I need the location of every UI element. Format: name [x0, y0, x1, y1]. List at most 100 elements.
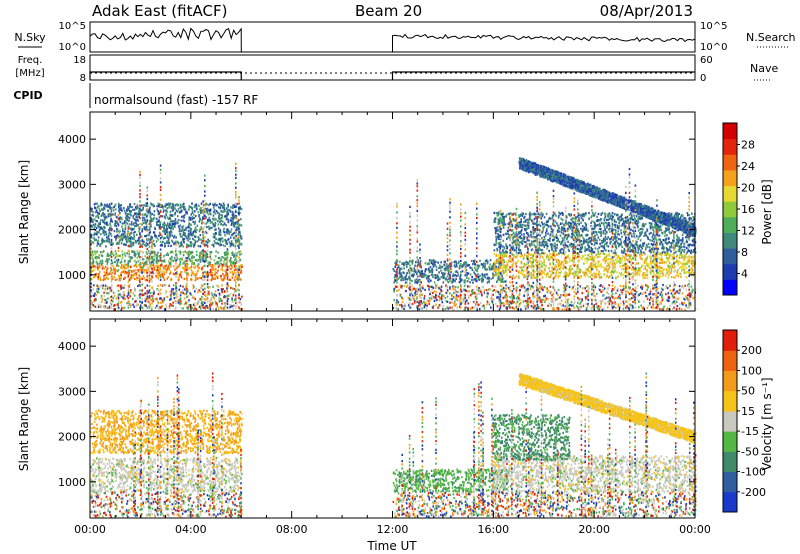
power-echo	[519, 237, 522, 240]
power-echo	[133, 254, 136, 257]
power-echo	[679, 216, 682, 219]
power-echo	[128, 252, 131, 256]
power-echo	[455, 270, 458, 273]
power-echo	[233, 268, 236, 271]
power-echo	[632, 248, 634, 251]
power-echo	[436, 274, 439, 277]
power-echo	[220, 219, 222, 222]
power-echo	[120, 258, 123, 261]
power-echo	[138, 264, 140, 267]
power-echo	[680, 244, 682, 247]
power-echo	[194, 242, 196, 245]
power-echo	[170, 213, 173, 216]
power-echo	[235, 234, 238, 237]
power-echo	[527, 226, 530, 230]
power-echo	[103, 225, 105, 229]
power-echo	[607, 212, 609, 216]
power-echo	[151, 236, 154, 239]
power-echo	[115, 252, 117, 255]
power-echo	[561, 213, 564, 217]
power-echo	[135, 215, 138, 218]
power-echo	[654, 266, 656, 269]
power-echo	[562, 264, 565, 267]
power-echo	[503, 267, 506, 270]
power-echo	[578, 269, 580, 272]
power-echo	[637, 251, 639, 254]
power-echo	[105, 268, 108, 271]
power-echo	[613, 218, 616, 222]
power-echo	[474, 266, 476, 269]
power-echo	[114, 267, 117, 270]
power-echo	[402, 271, 404, 274]
power-echo	[201, 268, 203, 271]
power-echo	[524, 253, 526, 256]
power-echo	[100, 214, 103, 217]
power-echo	[105, 277, 108, 280]
power-echo	[617, 255, 620, 258]
power-echo	[175, 209, 178, 212]
power-echo	[100, 226, 103, 230]
power-echo	[174, 220, 176, 223]
power-echo	[496, 214, 499, 217]
power-echo	[593, 276, 596, 279]
power-echo	[533, 271, 535, 274]
power-echo	[495, 242, 498, 245]
power-echo	[677, 240, 680, 244]
power-echo	[560, 243, 562, 246]
power-echo	[164, 232, 166, 235]
power-echo	[578, 235, 580, 238]
power-echo	[152, 259, 154, 262]
power-echo	[686, 262, 688, 265]
power-echo	[214, 271, 217, 274]
power-echo	[686, 240, 689, 244]
power-echo	[197, 245, 200, 248]
power-echo	[124, 224, 127, 227]
power-echo	[208, 271, 211, 275]
power-echo	[633, 231, 635, 234]
power-echo	[190, 241, 193, 244]
power-echo	[158, 212, 161, 215]
power-echo	[216, 262, 218, 265]
power-echo	[222, 278, 225, 281]
power-echo	[504, 264, 506, 267]
power-echo	[560, 267, 562, 270]
power-echo	[120, 266, 122, 269]
power-echo	[602, 246, 604, 249]
power-echo	[563, 230, 565, 233]
power-echo	[190, 245, 193, 248]
power-echo	[429, 265, 432, 269]
power-echo	[612, 263, 615, 267]
power-echo	[480, 280, 483, 283]
power-echo	[127, 266, 129, 269]
power-echo	[508, 268, 510, 271]
power-echo	[220, 258, 223, 261]
power-echo	[477, 275, 480, 278]
power-echo	[594, 238, 596, 241]
power-echo	[432, 265, 435, 268]
power-echo	[194, 235, 197, 238]
power-echo	[663, 230, 666, 233]
power-echo	[169, 263, 172, 266]
power-echo	[162, 237, 165, 240]
power-echo	[569, 265, 571, 268]
power-echo	[225, 240, 228, 243]
power-echo	[424, 270, 426, 273]
power-echo	[510, 250, 512, 253]
power-echo	[677, 269, 679, 272]
power-echo	[560, 261, 563, 264]
power-echo	[661, 275, 664, 278]
power-echo	[176, 220, 178, 223]
power-echo	[410, 267, 413, 270]
power-echo	[493, 211, 496, 214]
nsky-counts-line-late	[392, 33, 696, 52]
power-echo	[142, 275, 145, 278]
power-echo	[501, 256, 504, 259]
power-echo	[596, 233, 598, 236]
power-echo	[108, 241, 111, 244]
power-echo	[142, 265, 145, 268]
power-echo	[195, 203, 198, 206]
power-echo	[92, 220, 94, 223]
power-echo	[577, 275, 580, 278]
power-echo	[184, 271, 187, 274]
